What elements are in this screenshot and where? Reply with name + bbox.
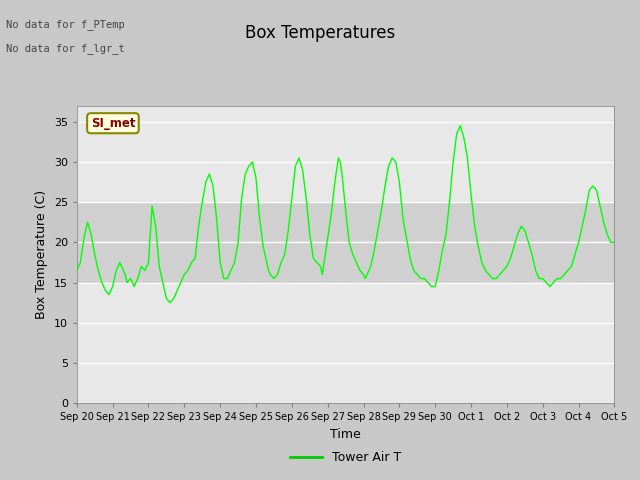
Legend: Tower Air T: Tower Air T bbox=[285, 446, 406, 469]
X-axis label: Time: Time bbox=[330, 428, 361, 441]
Text: No data for f_lgr_t: No data for f_lgr_t bbox=[6, 43, 125, 54]
Y-axis label: Box Temperature (C): Box Temperature (C) bbox=[35, 190, 48, 319]
Text: SI_met: SI_met bbox=[91, 117, 135, 130]
Bar bbox=[77, 202, 614, 283]
Text: No data for f_PTemp: No data for f_PTemp bbox=[6, 19, 125, 30]
Text: Box Temperatures: Box Temperatures bbox=[245, 24, 395, 42]
